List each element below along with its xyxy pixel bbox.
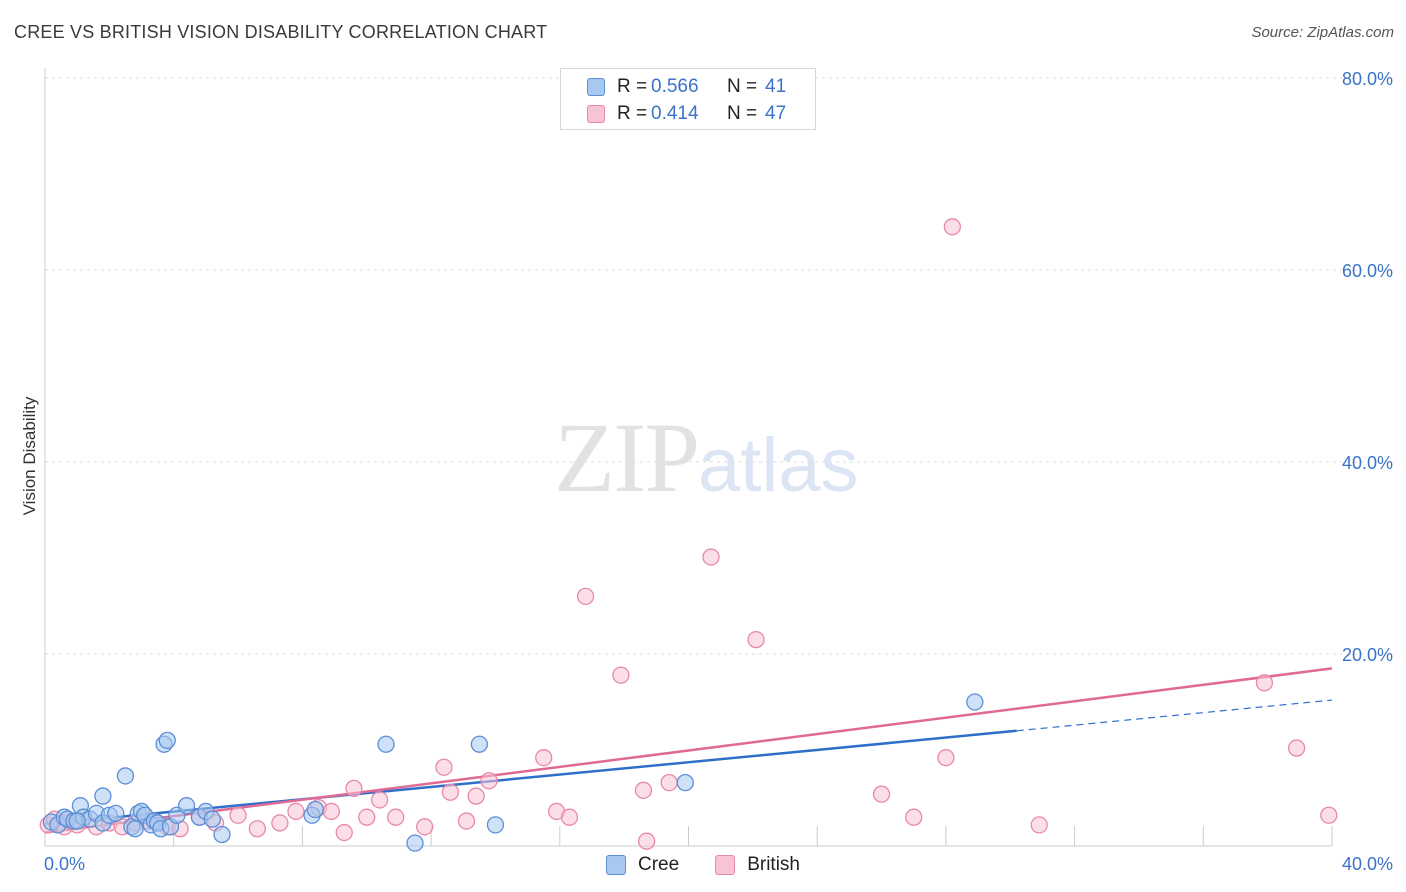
cree-point <box>177 797 196 815</box>
cree-point <box>377 735 395 753</box>
british-point <box>1030 816 1048 834</box>
british-point <box>358 808 376 826</box>
british-point <box>1255 674 1274 692</box>
r-value-british: 0.414 <box>651 103 699 124</box>
n-value-cree: 41 <box>765 76 787 97</box>
watermark-atlas: atlas <box>698 423 859 508</box>
y-tick-label: 60.0% <box>1342 261 1393 281</box>
cree-point <box>676 773 694 792</box>
legend-label-british: British <box>747 854 800 875</box>
british-point <box>872 785 891 803</box>
british-swatch <box>587 105 605 123</box>
cree-point <box>406 834 424 852</box>
y-tick-label: 80.0% <box>1342 69 1393 89</box>
r-label: R = <box>617 76 648 97</box>
watermark-zip: ZIP <box>554 402 700 513</box>
n-label: N = <box>727 76 758 97</box>
y-tick-label: 20.0% <box>1342 645 1393 665</box>
british-point <box>345 779 363 798</box>
british-swatch <box>715 855 736 875</box>
chart-title: CREE VS BRITISH VISION DISABILITY CORREL… <box>14 22 548 42</box>
legend-item-british[interactable]: British <box>715 854 800 876</box>
british-point <box>576 587 595 606</box>
british-point <box>535 749 553 767</box>
points-layer <box>39 218 1338 852</box>
british-point <box>322 802 341 821</box>
n-label: N = <box>727 103 758 124</box>
cree-point <box>486 816 505 834</box>
cree-point <box>107 804 125 823</box>
cree-point <box>116 767 135 785</box>
r-label: R = <box>617 103 648 124</box>
legend-row-british: R = 0.414 N = 47 <box>587 103 786 125</box>
watermark: ZIPatlas <box>554 400 859 515</box>
cree-swatch <box>587 78 605 96</box>
correlation-legend: R = 0.566 N = 41 R = 0.414 N = 47 <box>560 68 816 130</box>
y-tick-label: 40.0% <box>1342 453 1393 473</box>
british-point <box>370 791 389 809</box>
british-point <box>271 814 289 832</box>
n-value-british: 47 <box>765 103 787 124</box>
legend-item-cree[interactable]: Cree <box>606 854 679 876</box>
british-point <box>638 832 656 850</box>
r-value-cree: 0.566 <box>651 76 699 97</box>
series-legend: Cree British <box>0 852 1406 878</box>
british-point <box>943 218 961 236</box>
british-point <box>441 783 460 801</box>
british-point <box>416 818 434 836</box>
british-point <box>229 806 247 824</box>
british-point <box>457 812 476 830</box>
cree-point <box>158 731 176 750</box>
cree-point <box>213 825 231 844</box>
british-trend-line <box>44 667 1333 834</box>
cree-point <box>68 812 86 830</box>
british-point <box>747 630 765 649</box>
british-point <box>937 749 955 767</box>
axis-layer <box>44 68 1333 847</box>
british-point <box>660 773 678 792</box>
british-point <box>905 808 923 826</box>
british-point <box>634 781 653 799</box>
british-point <box>335 823 353 842</box>
cree-swatch <box>606 855 626 875</box>
british-point <box>1287 739 1306 757</box>
british-point <box>248 820 267 838</box>
x-tick-label: 40.0% <box>1342 854 1393 874</box>
british-point <box>435 758 453 776</box>
x-tick-label: 0.0% <box>44 854 85 874</box>
british-point <box>612 666 630 684</box>
british-point <box>287 802 305 821</box>
british-point <box>467 787 485 805</box>
legend-label-cree: Cree <box>638 854 680 875</box>
british-point <box>560 808 579 826</box>
legend-row-cree: R = 0.566 N = 41 <box>587 76 786 98</box>
cree-point <box>203 810 221 828</box>
cree-point <box>306 800 324 819</box>
grid-layer <box>45 77 1394 655</box>
source-credit: Source: ZipAtlas.com <box>1251 24 1394 41</box>
british-point <box>387 808 405 826</box>
cree-point <box>470 735 489 753</box>
cree-trend-extension <box>1016 699 1333 732</box>
british-point <box>480 772 498 790</box>
cree-point <box>126 820 144 838</box>
british-point <box>1320 806 1338 824</box>
cree-point <box>94 787 112 805</box>
cree-point <box>966 693 984 711</box>
tick-label-layer: 20.0% 40.0% 60.0% 80.0% 0.0% 40.0% <box>44 69 1393 874</box>
british-point <box>702 548 720 566</box>
